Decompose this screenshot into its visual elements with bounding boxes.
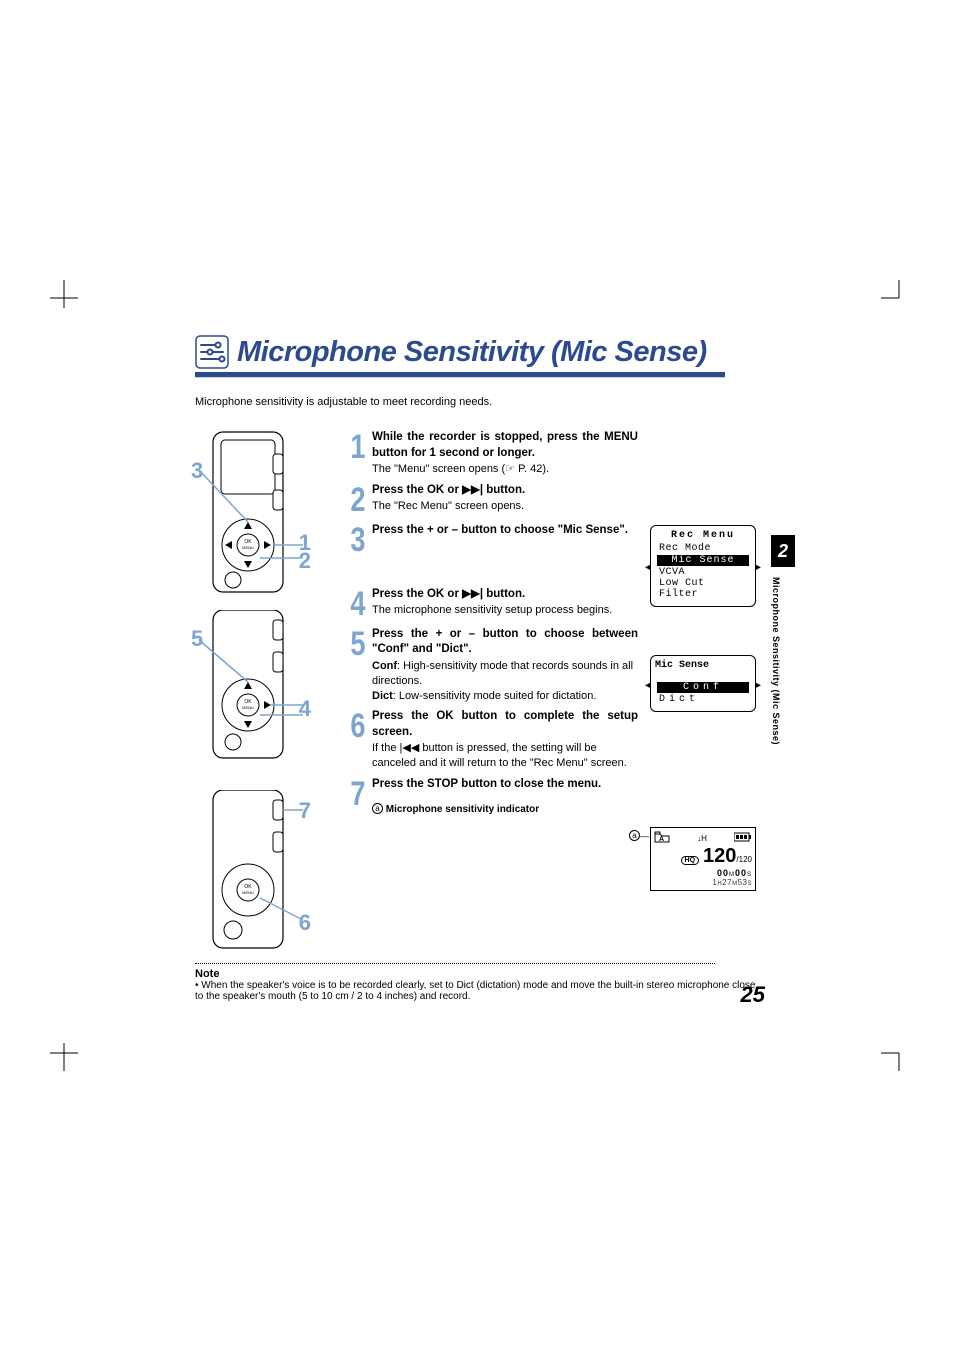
step-4: 4 Press the OK or ▶▶| button. The microp…	[348, 587, 638, 621]
elapsed-time: 00M00S	[654, 868, 752, 878]
lcd-title: Mic Sense	[655, 660, 751, 671]
crop-mark-bl	[50, 1043, 78, 1071]
lcd-rec-menu: ◀ ▶ Rec Menu Rec Mode Mic Sense VCVA Low…	[650, 525, 756, 607]
step-heading: Press the + or – button to choose "Mic S…	[372, 523, 638, 539]
device-diagrams: OK MENU 3 1 2	[195, 430, 315, 955]
battery-icon	[734, 832, 752, 844]
folder-icon: A	[654, 831, 670, 845]
step-3: 3 Press the + or – button to choose "Mic…	[348, 523, 638, 557]
lcd-arrow-right-icon: ▶	[755, 680, 761, 688]
callout-letter: a	[372, 803, 383, 814]
step-number: 6	[350, 709, 366, 771]
note-text: • When the speaker's voice is to be reco…	[195, 980, 765, 1002]
step-heading: Press the OK button to complete the setu…	[372, 709, 638, 740]
step-1: 1 While the recorder is stopped, press t…	[348, 430, 638, 477]
lcd-title: Rec Menu	[655, 530, 751, 541]
step-heading: Press the STOP button to close the menu.	[372, 777, 638, 793]
diagram-1: OK MENU 3 1 2	[195, 430, 305, 595]
file-number: 120	[703, 845, 736, 868]
note-heading: Note	[195, 968, 765, 980]
lcd-item: Rec Mode	[655, 543, 751, 554]
diagram-callout: 6	[299, 910, 311, 936]
indicator-label: a Microphone sensitivity indicator	[372, 803, 638, 817]
file-total: /120	[736, 855, 752, 864]
svg-text:MENU: MENU	[242, 545, 254, 550]
step-7: 7 Press the STOP button to close the men…	[348, 777, 638, 816]
page-number: 25	[741, 982, 765, 1008]
step-sub: The "Rec Menu" screen opens.	[372, 499, 638, 514]
diagram-callout: 2	[299, 548, 311, 574]
step-heading: Press the OK or ▶▶| button.	[372, 587, 638, 603]
lcd-status-display: a— A ↓H HQ 120 /120 00M00S	[650, 827, 756, 891]
step-number: 1	[350, 430, 366, 477]
lcd-item: Low Cut Filter	[655, 578, 751, 600]
settings-icon	[195, 335, 229, 369]
lcd-arrow-right-icon: ▶	[755, 562, 761, 570]
lcd-item-selected: Conf	[657, 682, 749, 693]
lcd-item-selected: Mic Sense	[657, 555, 749, 566]
steps-list: 1 While the recorder is stopped, press t…	[348, 430, 638, 955]
step-5: 5 Press the + or – button to choose betw…	[348, 627, 638, 704]
step-heading: Press the + or – button to choose betwee…	[372, 627, 638, 658]
title-rule	[195, 372, 725, 378]
hq-badge: HQ	[681, 856, 700, 865]
crop-mark-tl	[50, 280, 78, 308]
step-number: 3	[350, 523, 366, 557]
svg-text:MENU: MENU	[242, 890, 254, 895]
lcd-item: Dict	[655, 694, 751, 705]
step-number: 7	[350, 777, 366, 816]
chapter-tab: 2 Microphone Sensitivity (Mic Sense)	[771, 535, 795, 745]
step-sub: The microphone sensitivity setup process…	[372, 603, 638, 618]
step-2: 2 Press the OK or ▶▶| button. The "Rec M…	[348, 483, 638, 517]
diagram-3: OK MENU 7 6	[195, 790, 305, 955]
step-6: 6 Press the OK button to complete the se…	[348, 709, 638, 771]
diagram-callout: 3	[191, 458, 203, 484]
chapter-label: Microphone Sensitivity (Mic Sense)	[771, 577, 781, 745]
diagram-callout: 4	[299, 696, 311, 722]
lcd-arrow-left-icon: ◀	[645, 562, 651, 570]
svg-text:MENU: MENU	[242, 705, 254, 710]
mic-sense-icon: ↓H	[697, 834, 707, 843]
lcd-arrow-left-icon: ◀	[645, 680, 651, 688]
chapter-number: 2	[771, 535, 795, 567]
divider	[195, 963, 715, 964]
step-number: 2	[350, 483, 366, 517]
step-number: 4	[350, 587, 366, 621]
intro-text: Microphone sensitivity is adjustable to …	[195, 396, 765, 408]
page-title: Microphone Sensitivity (Mic Sense)	[237, 336, 707, 369]
step-sub: If the |◀◀ button is pressed, the settin…	[372, 741, 638, 771]
lcd-mic-sense: ◀ ▶ Mic Sense Conf Dict	[650, 655, 756, 712]
step-sub: Conf: High-sensitivity mode that records…	[372, 659, 638, 704]
step-sub: The "Menu" screen opens (☞ P. 42).	[372, 462, 638, 477]
lcd-item: VCVA	[655, 567, 751, 578]
crop-mark-br	[881, 1043, 909, 1071]
remaining-time: 1H27M53S	[654, 878, 752, 887]
svg-text:A: A	[659, 836, 664, 843]
step-heading: While the recorder is stopped, press the…	[372, 430, 638, 461]
diagram-callout: 5	[191, 626, 203, 652]
callout-pointer: a—	[629, 830, 649, 841]
diagram-callout: 7	[299, 798, 311, 824]
step-number: 5	[350, 627, 366, 704]
diagram-2: OK MENU 5 4	[195, 610, 305, 775]
step-heading: Press the OK or ▶▶| button.	[372, 483, 638, 499]
crop-mark-tr	[881, 280, 909, 308]
